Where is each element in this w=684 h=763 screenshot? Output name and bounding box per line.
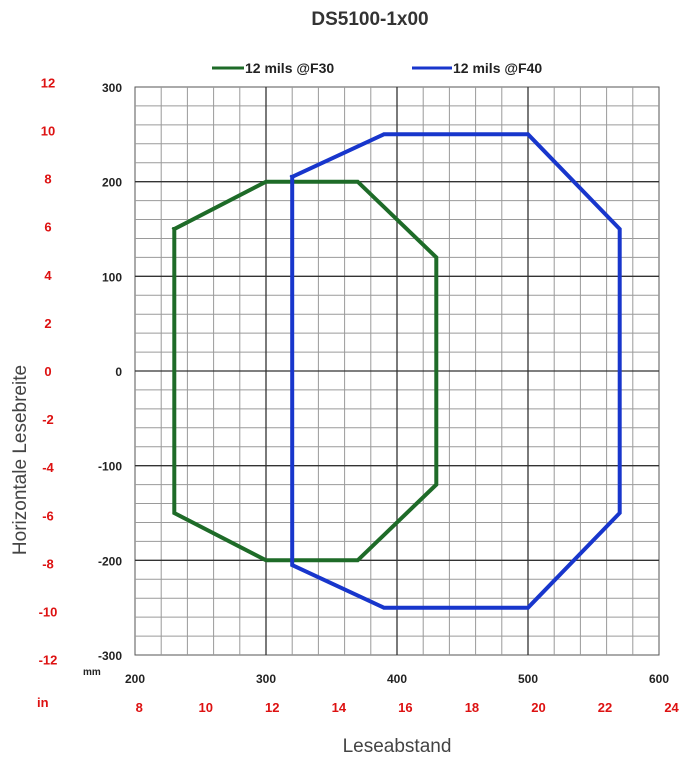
legend-label-f40: 12 mils @F40 xyxy=(453,60,542,76)
x-axis-label: Leseabstand xyxy=(343,736,452,757)
x-tick-label-in: 14 xyxy=(332,700,347,715)
y-tick-label-in: 0 xyxy=(44,364,51,379)
y-tick-label-mm: -300 xyxy=(98,649,122,663)
y-axis-label: Horizontale Lesebreite xyxy=(10,365,31,555)
x-unit-mm: mm xyxy=(83,667,101,678)
y-tick-label-in: -12 xyxy=(39,653,58,668)
legend: 12 mils @F30 12 mils @F40 xyxy=(212,60,542,76)
y-tick-label-mm: 100 xyxy=(102,270,122,284)
series-layer xyxy=(171,132,622,610)
y-tick-label-in: 12 xyxy=(41,75,55,90)
x-tick-label-in: 22 xyxy=(598,700,612,715)
x-tick-label-in: 18 xyxy=(465,700,479,715)
y-tick-label-mm: 0 xyxy=(115,365,122,379)
x-tick-label-mm: 500 xyxy=(518,672,538,686)
x-tick-label-in: 8 xyxy=(136,700,143,715)
x-tick-label-mm: 400 xyxy=(387,672,407,686)
x-tick-label-in: 12 xyxy=(265,700,279,715)
x-tick-label-mm: 600 xyxy=(649,672,669,686)
y-tick-label-mm: -100 xyxy=(98,460,122,474)
x-tick-label-in: 16 xyxy=(398,700,412,715)
y-tick-label-in: 4 xyxy=(44,268,52,283)
y-tick-label-in: 8 xyxy=(44,172,51,187)
y-tick-label-in: -8 xyxy=(42,556,54,571)
x-tick-label-mm: 200 xyxy=(125,672,145,686)
y-tick-label-in: 10 xyxy=(41,124,55,139)
legend-label-f30: 12 mils @F30 xyxy=(245,60,334,76)
y-tick-label-in: -2 xyxy=(42,412,54,427)
y-tick-label-mm: 200 xyxy=(102,176,122,190)
y-tick-label-in: -4 xyxy=(42,460,54,475)
x-tick-label-in: 24 xyxy=(664,700,679,715)
y-tick-label-in: -6 xyxy=(42,508,54,523)
y-tick-label-in: 2 xyxy=(44,316,51,331)
series-line-0 xyxy=(171,179,439,563)
x-unit-in: in xyxy=(37,695,49,710)
y-tick-label-in: -10 xyxy=(39,604,58,619)
series-line-1 xyxy=(289,132,622,610)
chart-title: DS5100-1x00 xyxy=(311,9,428,30)
x-tick-label-in: 20 xyxy=(531,700,545,715)
ticks-layer: 3002001000-100-200-300121086420-2-4-6-8-… xyxy=(39,75,680,715)
x-tick-label-in: 10 xyxy=(199,700,213,715)
y-tick-label-mm: -200 xyxy=(98,554,122,568)
x-tick-label-mm: 300 xyxy=(256,672,276,686)
y-tick-label-mm: 300 xyxy=(102,81,122,95)
y-tick-label-in: 6 xyxy=(44,220,51,235)
